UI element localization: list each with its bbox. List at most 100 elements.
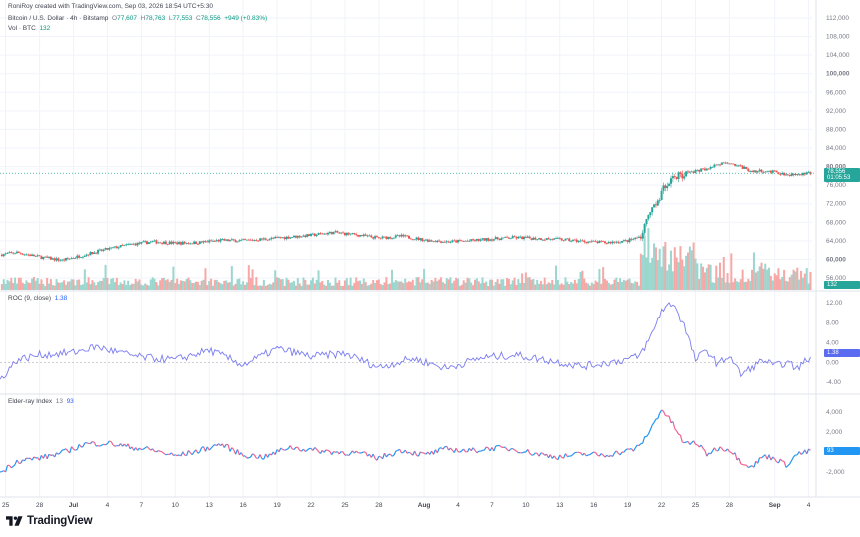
elder-segment <box>263 453 267 460</box>
volume-bar <box>438 279 441 290</box>
volume-bar <box>196 281 199 290</box>
elder-segment <box>148 447 152 451</box>
volume-bar <box>419 282 422 290</box>
volume-bar <box>76 279 79 290</box>
volume-bar <box>530 279 533 290</box>
volume-bar <box>421 279 424 290</box>
tradingview-logo[interactable]: TradingView <box>6 515 93 527</box>
elder-segment <box>267 453 271 458</box>
x-tick-label: 7 <box>490 502 494 509</box>
candle-body <box>34 255 37 257</box>
volume-bar <box>364 281 367 290</box>
candle-body <box>573 239 576 241</box>
candle-body <box>647 215 650 220</box>
volume-bar <box>409 281 412 290</box>
volume-bar <box>142 285 145 290</box>
volume-bar <box>504 285 507 290</box>
x-tick-label: Jul <box>69 502 79 509</box>
candle-body <box>611 241 614 244</box>
volume-bar <box>483 282 486 290</box>
candle-body <box>717 164 720 166</box>
candle-body <box>445 241 448 243</box>
elder-ray-pane[interactable] <box>0 409 811 473</box>
candle-body <box>285 236 288 239</box>
candle-body <box>617 241 620 243</box>
candle-body <box>577 241 580 242</box>
volume-bar <box>441 282 444 290</box>
roc-pane[interactable] <box>0 302 812 380</box>
x-tick-label: 13 <box>556 502 564 509</box>
candle-body <box>555 237 558 239</box>
candle-body <box>251 239 254 241</box>
elder-segment <box>440 447 444 450</box>
candle-body <box>10 252 13 253</box>
volume-bar <box>590 282 593 290</box>
candle-body <box>191 243 194 245</box>
elder-segment <box>75 449 78 451</box>
candle-body <box>588 241 591 243</box>
candle-body <box>784 174 787 176</box>
volume-bar <box>592 283 595 290</box>
candle-body <box>536 239 539 241</box>
candle-body <box>728 163 731 165</box>
x-tick-label: 25 <box>692 502 700 509</box>
elder-segment <box>808 448 811 451</box>
price-pane[interactable] <box>0 161 816 290</box>
elder-segment <box>476 450 480 454</box>
candle-body <box>66 258 69 259</box>
elder-tick-label: 2,000 <box>826 429 843 436</box>
volume-bar <box>408 281 411 290</box>
volume-bar <box>749 280 752 290</box>
price-tick-label: 68,000 <box>826 219 846 226</box>
candle-body <box>658 200 661 201</box>
volume-legend[interactable]: Vol · BTC 132 <box>8 25 50 32</box>
volume-bar <box>366 285 369 290</box>
elder-legend[interactable]: Elder-ray Index 13 93 <box>8 398 74 405</box>
candle-body <box>219 239 222 242</box>
candle-body <box>210 240 213 242</box>
volume-bar <box>134 278 137 290</box>
volume-bar <box>724 282 727 290</box>
volume-bar <box>564 277 567 290</box>
volume-bar <box>181 280 184 290</box>
elder-segment <box>499 445 502 448</box>
candle-body <box>756 171 759 173</box>
elder-segment <box>361 451 365 454</box>
roc-legend[interactable]: ROC (9, close) 1.38 <box>8 295 67 302</box>
candle-body <box>526 236 529 238</box>
elder-segment <box>39 455 43 461</box>
elder-segment <box>92 440 95 443</box>
symbol-legend[interactable]: Bitcoin / U.S. Dollar · 4h · Bitstamp O7… <box>8 15 267 22</box>
volume-bar <box>617 281 620 290</box>
elder-segment <box>442 446 446 450</box>
candle-body <box>217 240 220 242</box>
elder-segment <box>195 449 199 454</box>
x-tick-label: 22 <box>658 502 666 509</box>
elder-segment <box>304 449 308 453</box>
volume-bar <box>36 278 39 290</box>
volume-bar <box>153 278 156 290</box>
elder-segment <box>327 449 331 452</box>
volume-bar <box>136 281 139 290</box>
x-tick-label: 7 <box>140 502 144 509</box>
candle-body <box>562 240 565 242</box>
volume-bar <box>534 284 537 290</box>
volume-bar <box>249 277 252 290</box>
volume-bar <box>95 285 98 290</box>
volume-bar <box>756 271 759 290</box>
volume-bar <box>571 283 574 290</box>
candle-body <box>758 169 761 172</box>
candle-body <box>95 252 98 254</box>
candle-body <box>245 239 248 241</box>
candle-body <box>675 177 678 179</box>
candle-body <box>805 172 808 175</box>
candle-body <box>6 253 9 254</box>
volume-bar <box>513 277 516 290</box>
volume-bar <box>413 285 416 290</box>
candle-body <box>15 251 18 254</box>
candle-body <box>436 240 439 243</box>
candle-body <box>415 237 418 240</box>
volume-bar <box>472 285 475 290</box>
elder-segment <box>99 444 103 447</box>
candle-body <box>560 238 563 241</box>
